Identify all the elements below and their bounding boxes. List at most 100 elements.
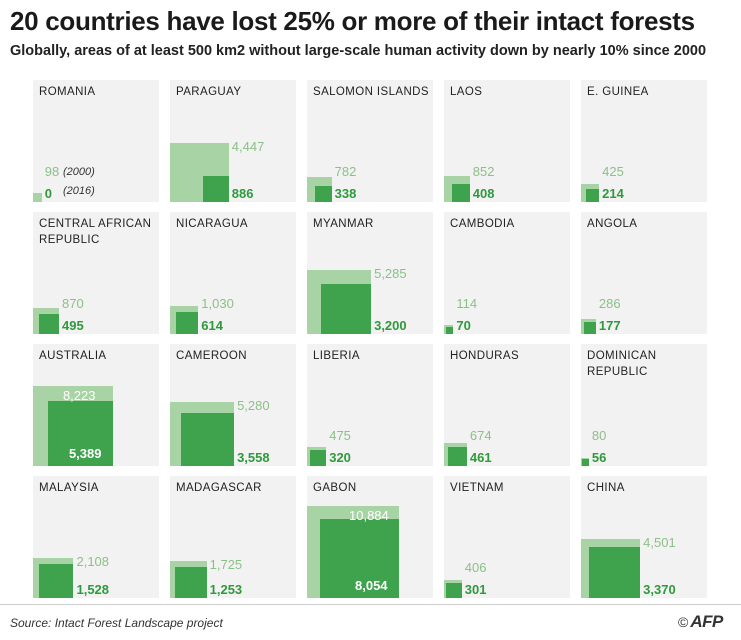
value-2016-label: 408 [472,186,495,201]
country-panel-laos: Laos 408 852 [444,80,570,202]
area-square-2016 [315,185,332,202]
value-2016-label: 177 [598,318,621,333]
value-2016-label: 3,370 [643,582,676,597]
area-square-2016 [451,184,470,202]
value-2000-label: 98 [44,164,60,179]
country-panel-romania: Romania 0 98 (2000) (2016) [33,80,159,202]
country-panel-china: China 3,370 4,501 [581,476,707,598]
country-panel-gabon: Gabon 8,054 10,884 [307,476,433,598]
country-panel-central-african-republic: Central african republic 495 870 [33,212,159,334]
country-panel-liberia: Liberia 320 475 [307,344,433,466]
country-name: Australia [39,350,107,362]
value-2016-label: 614 [201,318,223,333]
country-name: Nicaragua [176,218,248,230]
source-note: Source: Intact Forest Landscape project [10,616,223,630]
country-name: China [587,482,625,494]
value-2000-label: 1,030 [201,296,234,311]
area-square-2016 [447,447,467,466]
area-square-2016 [48,401,113,466]
area-square-2016 [175,566,207,598]
value-2000-label: 5,285 [374,265,407,281]
value-2000-label: 674 [469,428,492,443]
area-square-2016 [586,189,600,202]
value-2000-label: 114 [456,296,478,311]
country-name: Romania [39,86,96,98]
area-square-2000 [33,193,42,202]
value-2000-label: 475 [329,428,351,443]
value-2000-label: 1,725 [209,557,243,573]
footer-divider [0,604,741,605]
value-2016-label: 56 [591,450,607,465]
country-name: Honduras [450,350,520,362]
value-2016-label: 214 [602,186,624,201]
country-name: Liberia [313,350,360,362]
value-2016-label: 0 [44,186,52,201]
value-2000-label: 286 [598,296,621,311]
area-square-2016 [310,450,327,466]
area-square-2016 [584,322,596,334]
area-square-2016 [181,413,235,466]
value-2000-label: 782 [334,164,357,179]
value-2016-label: 320 [329,450,351,465]
value-2016-label: 70 [456,318,471,333]
value-2000-label: 8,223 [62,388,96,404]
country-name: Salomon Islands [313,86,429,98]
country-name: Gabon [313,482,357,494]
legend-year-2016: (2016) [63,185,95,197]
value-2016-label: 301 [464,582,487,597]
area-square-2016 [319,518,399,598]
value-2000-label: 870 [62,296,84,311]
area-square-2016 [582,459,589,466]
country-name: Vietnam [450,482,504,494]
area-square-2016 [39,314,59,334]
country-panel-cambodia: Cambodia 70 114 [444,212,570,334]
value-2000-label: 852 [472,164,495,179]
value-2000-label: 4,501 [643,534,676,550]
country-panel-salomon-islands: Salomon Islands 338 782 [307,80,433,202]
country-name: Cambodia [450,218,515,230]
country-name: Laos [450,86,483,98]
value-2000-label: 5,280 [237,397,270,413]
legend-year-2000: (2000) [63,166,95,178]
value-2000-label: 406 [464,560,487,575]
country-name: Madagascar [176,482,262,494]
value-2016-label: 3,558 [237,450,270,465]
country-panel-malaysia: Malaysia 1,528 2,108 [33,476,159,598]
value-2000-label: 10,884 [349,508,389,523]
country-name: Central african republic [39,218,152,246]
page-subtitle: Globally, areas of at least 500 km2 with… [10,43,707,59]
country-name: E. Guinea [587,86,649,98]
country-panel-e-guinea: E. Guinea 214 425 [581,80,707,202]
value-2016-label: 338 [334,186,357,201]
country-name: Malaysia [39,482,99,494]
value-2016-label: 1,253 [209,582,243,597]
country-panel-dominican-republic: Dominican Republic 56 80 [581,344,707,466]
page-title: 20 countries have lost 25% or more of th… [10,6,695,36]
copyright-symbol: © [678,614,689,630]
area-square-2016 [588,546,641,598]
country-name: Dominican Republic [587,350,657,378]
country-name: Myanmar [313,218,374,230]
area-square-2016 [446,326,454,334]
country-panel-australia: Australia 5,389 8,223 [33,344,159,466]
area-square-2016 [39,563,74,598]
area-square-2016 [202,175,229,202]
value-2016-label: 461 [469,450,492,465]
country-panel-vietnam: Vietnam 301 406 [444,476,570,598]
country-panel-paraguay: Paraguay 886 4,447 [170,80,296,202]
value-2016-label: 495 [62,318,84,333]
area-square-2016 [446,582,462,598]
value-2000-label: 80 [591,428,607,443]
value-2016-label: 886 [231,186,254,201]
area-square-2016 [321,284,372,334]
country-panel-myanmar: Myanmar 3,200 5,285 [307,212,433,334]
value-2016-label: 8,054 [355,578,388,593]
country-name: Angola [587,218,638,230]
value-2016-label: 5,389 [68,446,102,461]
country-name: Paraguay [176,86,242,98]
country-panel-angola: Angola 177 286 [581,212,707,334]
value-2016-label: 3,200 [374,318,407,333]
country-panel-cameroon: Cameroon 3,558 5,280 [170,344,296,466]
country-name: Cameroon [176,350,247,362]
